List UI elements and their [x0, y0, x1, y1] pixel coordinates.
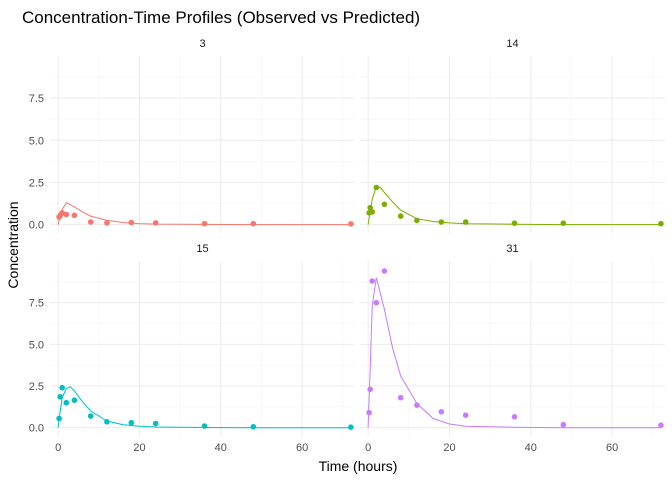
observed-point [104, 220, 110, 226]
observed-point [348, 221, 354, 227]
facet-panels: 3 0.0 2.5 5.0 7.5 14 15 0.0 2.5 5.0 7.5 0 20 40 60 31 0 2… [29, 38, 665, 454]
observed-point [560, 220, 567, 226]
observed-point [152, 220, 159, 226]
predicted-line [57, 386, 351, 429]
x-tick-label: 20 [443, 442, 455, 454]
observed-point [87, 219, 94, 225]
observed-point [201, 220, 208, 227]
observed-point [56, 415, 62, 422]
observed-point [397, 213, 404, 219]
facet-label: 31 [506, 243, 518, 255]
observed-point [381, 201, 388, 208]
observed-point [414, 402, 420, 409]
y-tick-label: 2.5 [29, 177, 44, 189]
observed-point [369, 278, 376, 284]
y-tick-label: 0.0 [29, 220, 44, 232]
observed-point [128, 219, 135, 226]
observed-point [658, 220, 664, 227]
x-tick-label: 0 [365, 442, 371, 454]
y-tick-label: 5.0 [29, 339, 44, 351]
observed-point [373, 184, 380, 191]
observed-point [63, 399, 70, 406]
y-tick-label: 7.5 [29, 298, 44, 310]
x-tick-label: 40 [525, 442, 537, 454]
panel-3: 3 0.0 2.5 5.0 7.5 [29, 38, 355, 233]
predicted-line [57, 202, 351, 226]
observed-point [71, 397, 78, 404]
observed-point [414, 217, 420, 224]
observed-point [462, 412, 469, 419]
observed-point [57, 394, 63, 400]
x-tick-label: 60 [296, 442, 308, 454]
y-tick-label: 5.0 [29, 135, 44, 147]
observed-point [71, 212, 78, 219]
observed-point [128, 419, 135, 426]
panel-15: 15 0.0 2.5 5.0 7.5 0 20 40 60 [29, 243, 355, 454]
x-tick-label: 40 [215, 442, 227, 454]
observed-point [59, 384, 65, 391]
facet-label: 3 [199, 38, 205, 50]
x-axis-title: Time (hours) [319, 458, 398, 474]
observed-point [381, 268, 388, 274]
observed-point [369, 209, 376, 215]
predicted-line [367, 186, 661, 226]
observed-point [511, 220, 518, 226]
observed-point [658, 422, 664, 429]
observed-point [373, 299, 380, 306]
observed-point [511, 414, 518, 420]
observed-point [250, 424, 257, 430]
observed-point [462, 219, 469, 225]
facet-label: 15 [196, 243, 208, 255]
observed-point [366, 409, 372, 416]
observed-point [250, 220, 257, 227]
observed-point [367, 386, 374, 393]
panel-14: 14 [360, 38, 665, 233]
y-tick-label: 0.0 [29, 423, 44, 435]
observed-point [438, 219, 445, 225]
y-tick-label: 7.5 [29, 93, 44, 105]
y-axis-title: Concentration [5, 201, 21, 288]
observed-point [152, 420, 159, 427]
facet-label: 14 [506, 38, 518, 50]
observed-point [201, 423, 208, 429]
observed-point [63, 211, 70, 218]
y-tick-label: 2.5 [29, 381, 44, 393]
x-tick-label: 20 [133, 442, 145, 454]
x-tick-label: 0 [55, 442, 61, 454]
x-tick-label: 60 [606, 442, 618, 454]
observed-point [87, 413, 94, 419]
observed-point [397, 394, 404, 401]
predicted-line [367, 277, 661, 429]
observed-point [104, 419, 110, 425]
panel-31: 31 0 20 40 60 [360, 243, 665, 454]
observed-point [367, 204, 374, 211]
observed-point [348, 424, 354, 431]
observed-point [560, 421, 567, 428]
chart-title: Concentration-Time Profiles (Observed vs… [22, 8, 420, 27]
observed-point [438, 409, 445, 415]
